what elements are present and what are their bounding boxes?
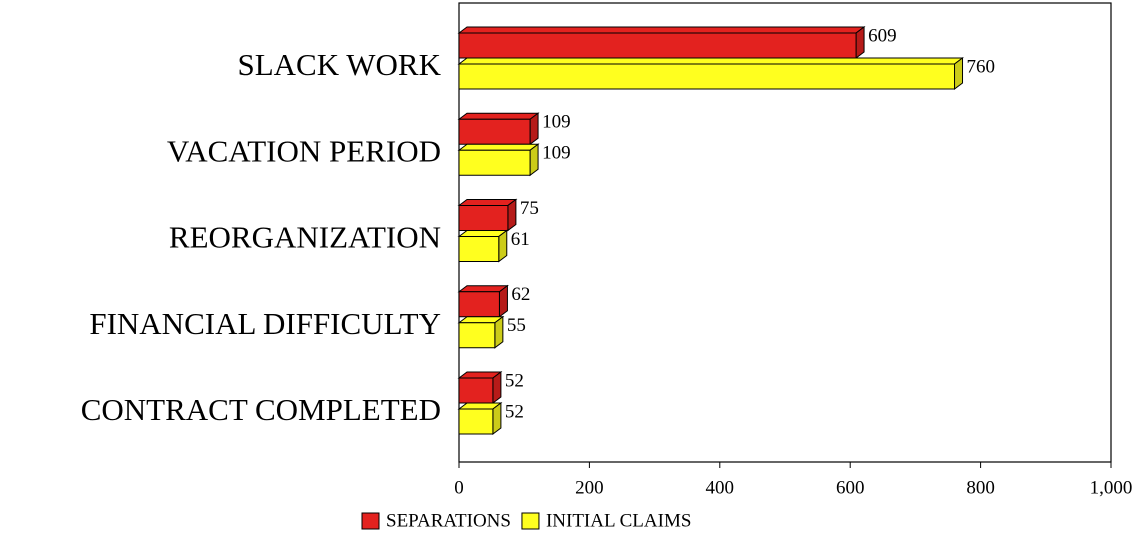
bar xyxy=(458,236,500,262)
x-tick-label: 200 xyxy=(575,477,604,498)
x-tick-label: 800 xyxy=(966,477,995,498)
value-label: 52 xyxy=(505,401,524,422)
bar-side-face xyxy=(507,198,517,232)
bar-top-face xyxy=(457,112,540,120)
bar-side-face xyxy=(494,315,504,349)
bar xyxy=(458,408,494,435)
bar-side-face xyxy=(492,402,502,435)
value-label: 109 xyxy=(542,112,571,133)
value-label: 760 xyxy=(967,56,996,77)
value-label: 609 xyxy=(868,25,897,46)
bar-side-face xyxy=(954,57,964,90)
value-label: 62 xyxy=(511,284,530,305)
bar-top-face xyxy=(457,143,540,151)
category-label: CONTRACT COMPLETED xyxy=(81,392,441,427)
bar-top-face xyxy=(457,57,965,65)
bar-side-face xyxy=(498,229,508,263)
bar-top-face xyxy=(457,199,518,206)
value-label: 52 xyxy=(505,370,524,391)
bar-side-face xyxy=(529,143,539,177)
category-label: VACATION PERIOD xyxy=(167,133,441,168)
bar xyxy=(458,205,509,231)
value-label: 61 xyxy=(511,229,530,250)
plot-frame xyxy=(458,2,1112,463)
bar-side-face xyxy=(529,112,539,146)
bar xyxy=(458,118,531,145)
legend-label: INITIAL CLAIMS xyxy=(546,510,691,531)
bar-side-face xyxy=(855,26,865,59)
bar-side-face xyxy=(498,284,508,318)
category-label: REORGANIZATION xyxy=(169,220,441,255)
bar-top-face xyxy=(457,26,866,34)
x-tick-label: 600 xyxy=(836,477,865,498)
value-label: 109 xyxy=(542,143,571,164)
bar-side-face xyxy=(492,371,502,404)
bar xyxy=(458,377,494,404)
bar xyxy=(458,149,531,176)
x-tick-label: 1,000 xyxy=(1090,477,1133,498)
x-tick-label: 0 xyxy=(454,477,464,498)
category-label: SLACK WORK xyxy=(237,47,441,82)
legend-label: SEPARATIONS xyxy=(386,510,511,531)
bar xyxy=(458,291,500,318)
bar xyxy=(458,63,956,90)
value-label: 75 xyxy=(520,198,539,219)
value-label: 55 xyxy=(507,315,526,336)
x-tick-label: 400 xyxy=(706,477,735,498)
bar xyxy=(458,322,496,349)
bar xyxy=(458,32,857,59)
category-label: FINANCIAL DIFFICULTY xyxy=(89,306,441,341)
legend-swatch xyxy=(521,512,540,530)
legend-swatch xyxy=(361,512,380,530)
